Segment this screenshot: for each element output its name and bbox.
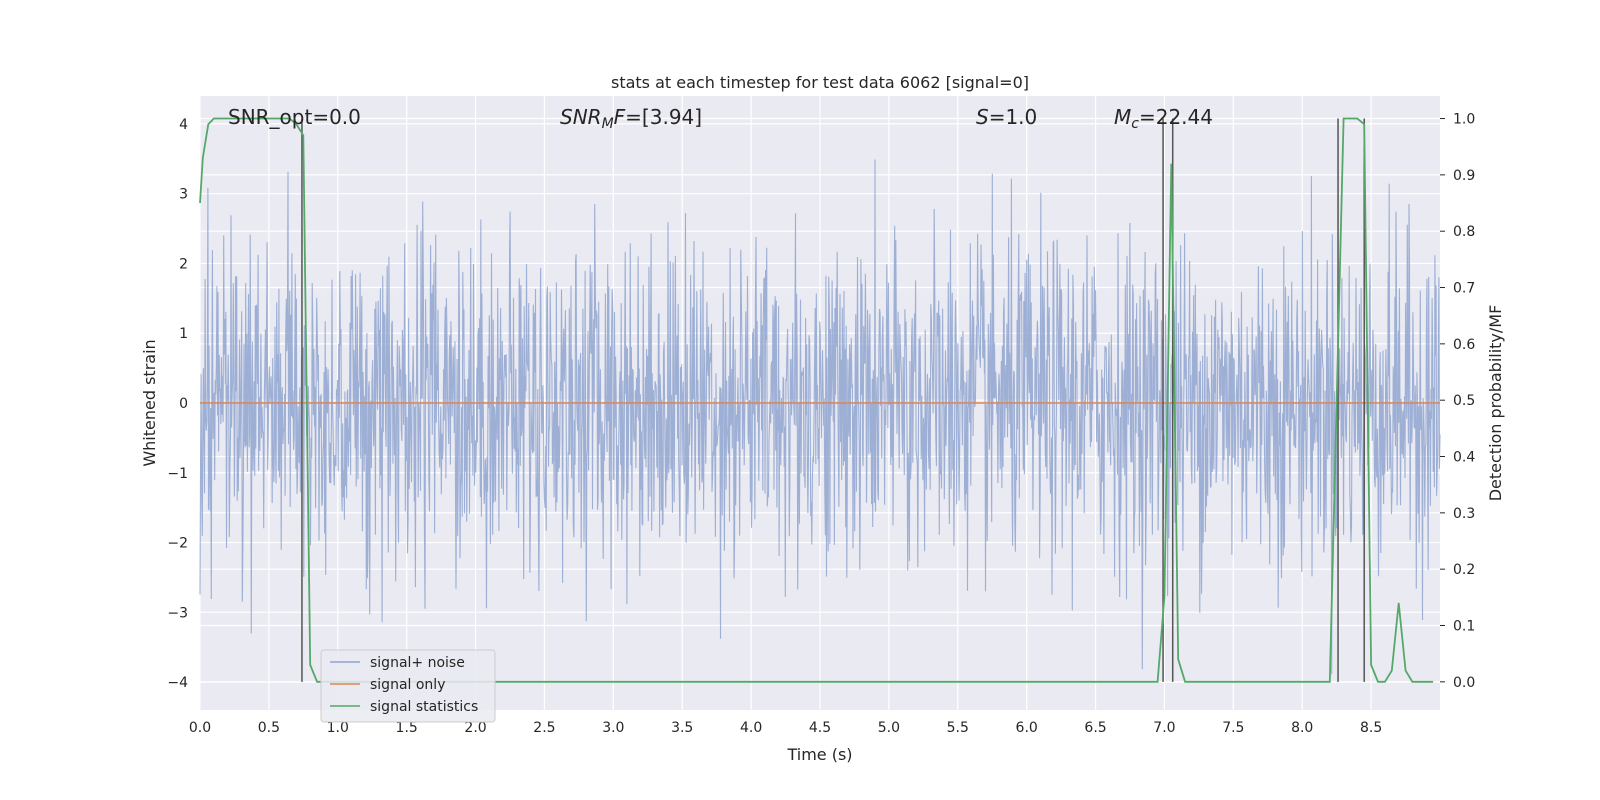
x-tick-label: 4.0 [740,720,762,736]
y-tick-label-right: 0.7 [1453,281,1475,297]
x-tick-label: 6.0 [1016,720,1038,736]
y-tick-label-right: 0.6 [1453,337,1475,353]
x-tick-label: 2.0 [464,720,486,736]
legend: signal+ noise signal only signal statist… [320,649,496,723]
series-line-signal-noise [199,159,1441,675]
annotation-snr-mf-name2: F [614,105,626,129]
x-tick-label: 7.0 [1153,720,1175,736]
y-tick-label-left: −2 [167,536,188,552]
y-tick-label-left: 3 [179,187,188,203]
legend-label-signal-statistics: signal statistics [370,699,478,715]
legend-label-signal-only: signal only [370,677,445,693]
y-axis-left-ticks: 4 3 2 1 0 −1 −2 −3 −4 [167,117,188,691]
x-tick-label: 2.5 [533,720,555,736]
annotation-s-name: S [976,105,989,129]
x-axis-label: Time (s) [786,745,852,764]
annotation-mc-value: =22.44 [1139,105,1213,129]
x-tick-label: 5.0 [878,720,900,736]
annotation-snr-mf-sub: M [602,116,614,132]
y-tick-label-left: −3 [167,605,188,621]
x-tick-label: 1.0 [327,720,349,736]
y-tick-label-right: 0.1 [1453,619,1475,635]
y-tick-label-right: 0.3 [1453,506,1475,522]
x-tick-label: 1.5 [396,720,418,736]
y-tick-label-left: −4 [167,675,188,691]
x-tick-label: 8.5 [1360,720,1382,736]
annotation-s-value: =1.0 [989,105,1038,129]
x-tick-label: 0.0 [189,720,211,736]
y-axis-left-label: Whitened strain [140,339,159,466]
y-tick-label-left: −1 [167,466,188,482]
y-tick-label-left: 2 [179,256,188,272]
signal-statistics-series [199,117,1434,683]
y-tick-label-right: 0.2 [1453,562,1475,578]
annotation-mc-sub: c [1131,116,1139,132]
annotation-mc: Mc=22.44 [1114,105,1213,132]
x-tick-label: 7.5 [1222,720,1244,736]
x-tick-label: 3.0 [602,720,624,736]
x-tick-label: 6.5 [1084,720,1106,736]
signal-noise-series [199,159,1441,675]
y-tick-label-left: 1 [179,326,188,342]
y-tick-label-right: 0.5 [1453,393,1475,409]
x-tick-label: 0.5 [258,720,280,736]
y-tick-label-right: 0.4 [1453,450,1475,466]
annotation-snr-opt: SNR_opt=0.0 [228,105,361,129]
y-axis-right-ticks: 1.0 0.9 0.8 0.7 0.6 0.5 0.4 0.3 0.2 0.1 0.0 [1440,112,1475,691]
x-axis-ticks: 0.0 0.5 1.0 1.5 2.0 2.5 3.0 3.5 4.0 4.5 5.0 5.5 6.0 6… [189,720,1382,736]
y-tick-label-right: 1.0 [1453,112,1475,128]
x-tick-label: 5.5 [947,720,969,736]
annotation-snr-mf: SNRMF=[3.94] [560,105,702,132]
annotation-mc-name: M [1114,105,1131,129]
y-tick-label-left: 0 [179,396,188,412]
legend-box [320,649,496,723]
y-tick-label-right: 0.9 [1453,168,1475,184]
x-tick-label: 4.5 [809,720,831,736]
y-tick-label-right: 0.8 [1453,224,1475,240]
series-line-signal-statistics [199,117,1434,683]
chart-title: stats at each timestep for test data 606… [611,73,1029,92]
annotation-s: S=1.0 [976,105,1037,129]
legend-label-signal-noise: signal+ noise [370,655,465,671]
y-axis-right-label: Detection probability/MF [1486,305,1505,502]
annotation-snr-mf-name: SNR [560,105,602,129]
x-tick-label: 8.0 [1291,720,1313,736]
y-tick-label-left: 4 [179,117,188,133]
annotation-snr-mf-value: =[3.94] [625,105,702,129]
y-tick-label-right: 0.0 [1453,675,1475,691]
x-tick-label: 3.5 [671,720,693,736]
